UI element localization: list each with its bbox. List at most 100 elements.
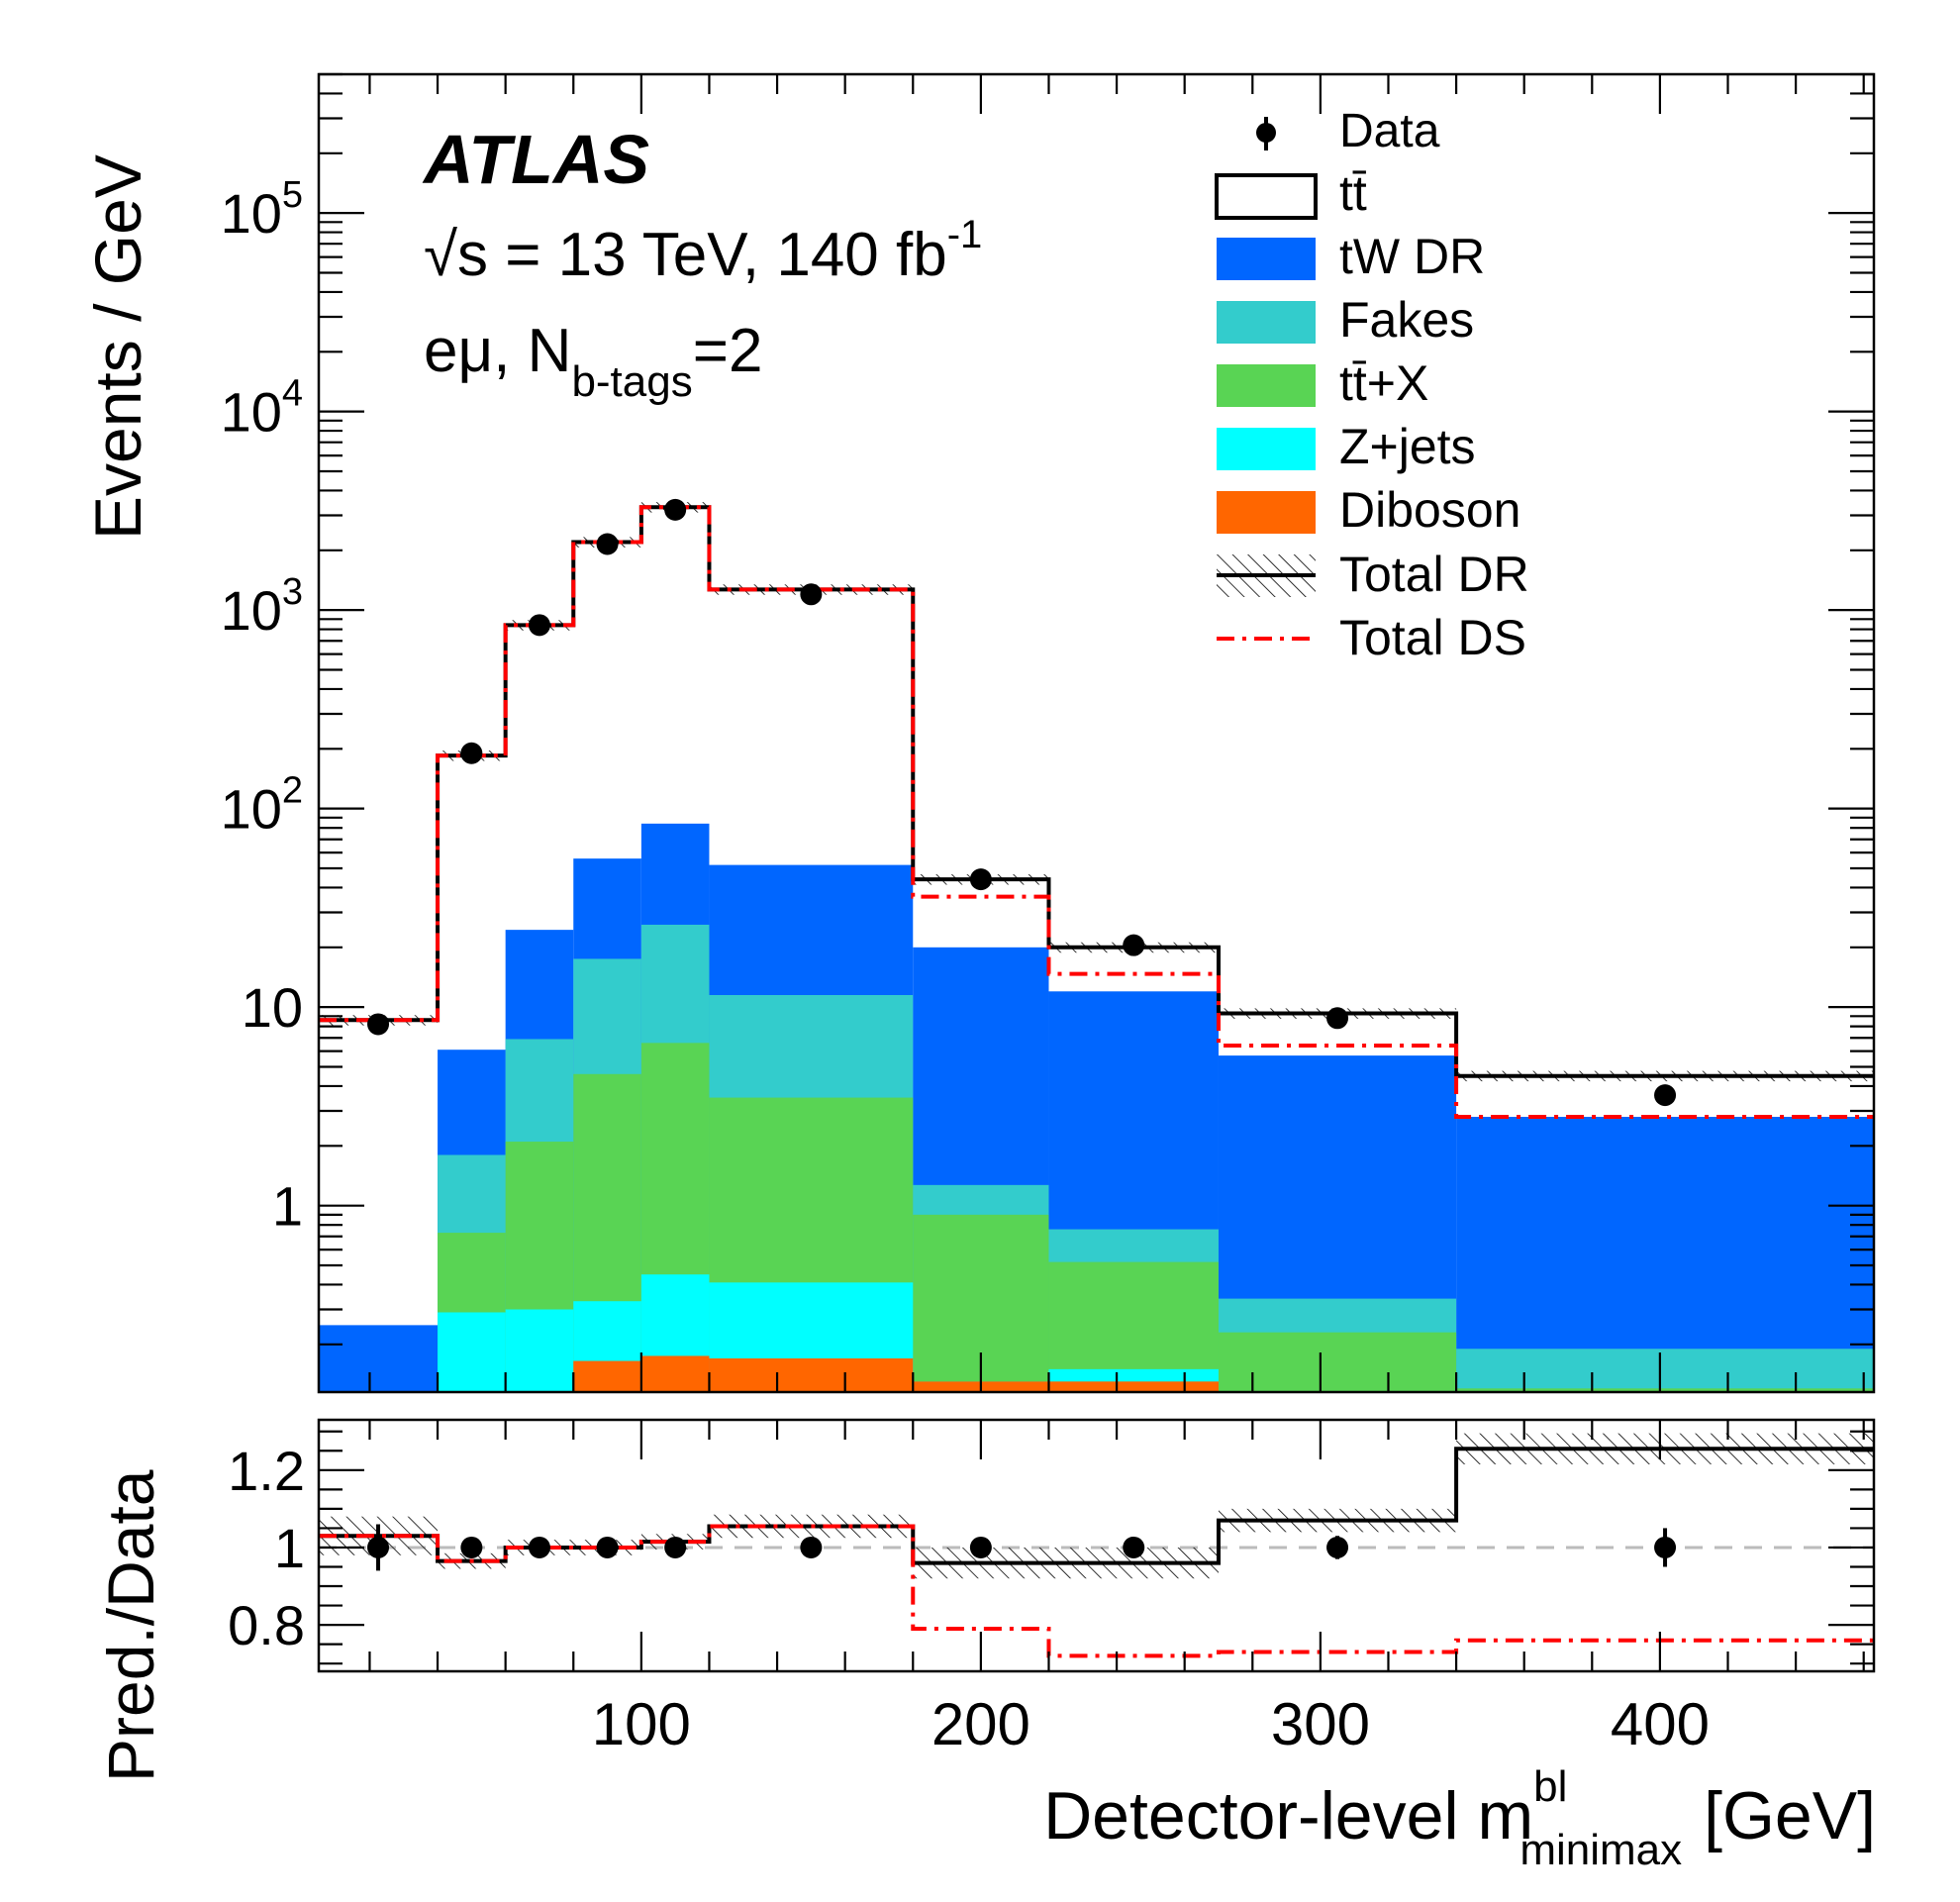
y-axis-title: Events / GeV <box>81 154 154 540</box>
legend-label-ttx: tt̄+X <box>1339 355 1428 411</box>
main-y-tick-label-1: 10 <box>242 976 303 1039</box>
bar-diboson-bin-7 <box>1048 1381 1219 1392</box>
bar-fakes-bin-9 <box>1456 1349 1874 1392</box>
legend: Data tt̄ tW DR Fakes tt̄+X Z+jets <box>1215 105 1529 665</box>
legend-label-tw-dr: tW DR <box>1339 229 1485 284</box>
data-point-2 <box>528 614 550 637</box>
experiment-label: ATLAS <box>422 121 649 198</box>
data-point-1 <box>460 742 483 764</box>
data-points <box>367 498 1677 1107</box>
x-axis-title-unit: [GeV] <box>1704 1778 1876 1853</box>
bar-diboson-bin-5 <box>709 1357 914 1392</box>
main-axis-ticks <box>319 72 1874 1392</box>
legend-label-zjets: Z+jets <box>1339 419 1476 474</box>
bar-z-jets-bin-2 <box>505 1309 574 1392</box>
ratio-axis-ticks <box>319 1420 1874 1671</box>
bar-diboson-bin-4 <box>640 1355 710 1392</box>
legend-label-fakes: Fakes <box>1339 292 1474 348</box>
total-ds-line <box>319 505 1874 1120</box>
data-point-5 <box>800 583 823 606</box>
x-tick-label-0: 100 <box>592 1691 691 1757</box>
legend-ttx: tt̄+X <box>1217 355 1428 411</box>
bar-diboson-bin-3 <box>573 1360 641 1392</box>
main-y-tick-label-5: 105 <box>221 174 303 245</box>
main-y-tick-label-4: 104 <box>221 373 303 444</box>
x-tick-label-2: 300 <box>1271 1691 1370 1757</box>
legend-total-dr: Total DR <box>1217 547 1529 602</box>
bar-tt-x-bin-8 <box>1218 1332 1457 1392</box>
ratio-plot-frame <box>317 1418 1876 1673</box>
lumi-unit-superscript: -1 <box>947 213 983 256</box>
ratio-total-ds-line <box>319 1524 1874 1658</box>
legend-zjets: Z+jets <box>1217 419 1476 474</box>
ratio-uncertainty-bands <box>319 1433 1874 1579</box>
ratio-y-axis-title: Pred./Data <box>94 1469 167 1782</box>
x-tick-labels: 100 200 300 400 <box>592 1691 1710 1757</box>
ratio-data-points <box>367 1524 1677 1571</box>
legend-diboson: Diboson <box>1217 482 1520 538</box>
main-y-tick-label-2: 102 <box>221 770 303 841</box>
legend-label-total-dr: Total DR <box>1339 547 1529 602</box>
legend-label-total-ds: Total DS <box>1339 610 1526 665</box>
data-point-8 <box>1326 1007 1349 1030</box>
legend-label-diboson: Diboson <box>1339 482 1520 538</box>
legend-label-ttbar: tt̄ <box>1339 165 1367 221</box>
ratio-y-tick-label-1: 1 <box>274 1517 305 1579</box>
bar-tw-dr-bin-0 <box>319 1325 439 1392</box>
x-axis-title-superscript: bl <box>1533 1762 1567 1811</box>
data-point-0 <box>367 1013 390 1036</box>
stacked-histograms <box>319 507 1874 1392</box>
ratio-y-tick-label-2: 1.2 <box>228 1440 305 1502</box>
ratio-data-point-9 <box>1654 1536 1677 1558</box>
main-panel: 1 10 102 103 104 105 Events / GeV ATLAS √s = … <box>81 72 1876 1394</box>
ratio-data-point-4 <box>664 1536 687 1558</box>
x-tick-label-3: 400 <box>1611 1691 1710 1757</box>
legend-total-ds: Total DS <box>1217 610 1526 665</box>
data-point-4 <box>664 498 687 521</box>
x-axis-title-main: Detector-level m <box>1043 1778 1533 1853</box>
total-lines <box>319 505 1874 1120</box>
x-tick-label-1: 200 <box>931 1691 1030 1757</box>
x-axis-title: Detector-level mbl minimax [GeV] <box>1043 1762 1876 1874</box>
channel-label-text: eμ, N <box>424 317 571 385</box>
x-axis-title-subscript: minimax <box>1519 1826 1682 1874</box>
ratio-plot-area <box>319 1433 1874 1658</box>
bar-tt-x-bin-9 <box>1456 1388 1874 1392</box>
main-y-tick-label-3: 103 <box>221 571 303 642</box>
data-point-6 <box>969 868 992 891</box>
ratio-data-point-8 <box>1326 1536 1349 1558</box>
energy-lumi-text: √s = 13 TeV, 140 fb <box>424 221 947 289</box>
main-tick-marks <box>319 72 1874 1392</box>
bar-z-jets-bin-1 <box>438 1312 506 1392</box>
ratio-data-point-2 <box>528 1536 550 1558</box>
bar-tw-dr-bin-9 <box>1456 1117 1874 1392</box>
channel-label-suffix: =2 <box>693 317 763 385</box>
channel-label-subscript: b-tags <box>571 357 692 406</box>
ratio-data-point-3 <box>596 1536 619 1558</box>
ratio-data-point-5 <box>800 1536 823 1558</box>
data-point-3 <box>596 533 619 555</box>
legend-label-data: Data <box>1339 105 1440 157</box>
channel-label: eμ, Nb-tags=2 <box>424 317 762 406</box>
ratio-data-point-6 <box>969 1536 992 1558</box>
ratio-data-point-1 <box>460 1536 483 1558</box>
main-y-tick-label-0: 1 <box>272 1175 303 1238</box>
ratio-lines <box>319 1447 1874 1658</box>
main-y-tick-labels: 1 10 102 103 104 105 <box>221 174 303 1238</box>
main-plot-frame <box>317 72 1876 1394</box>
ratio-tick-marks <box>319 1420 1874 1671</box>
ratio-y-tick-labels: 0.8 1 1.2 <box>228 1440 305 1656</box>
ratio-data-point-0 <box>367 1536 390 1558</box>
data-point-9 <box>1654 1084 1677 1107</box>
data-point-7 <box>1123 934 1145 956</box>
energy-lumi-label: √s = 13 TeV, 140 fb-1 <box>424 213 982 289</box>
ratio-data-point-7 <box>1123 1536 1145 1558</box>
ratio-y-tick-label-0: 0.8 <box>228 1594 305 1656</box>
legend-fakes: Fakes <box>1217 292 1474 348</box>
main-plot-area <box>319 498 1874 1392</box>
ratio-panel: 0.8 1 1.2 100 200 300 400 Pred./Data Detector… <box>94 1418 1876 1874</box>
legend-ttbar: tt̄ <box>1215 165 1367 221</box>
legend-data: Data <box>1256 105 1440 157</box>
legend-tw-dr: tW DR <box>1217 229 1485 284</box>
